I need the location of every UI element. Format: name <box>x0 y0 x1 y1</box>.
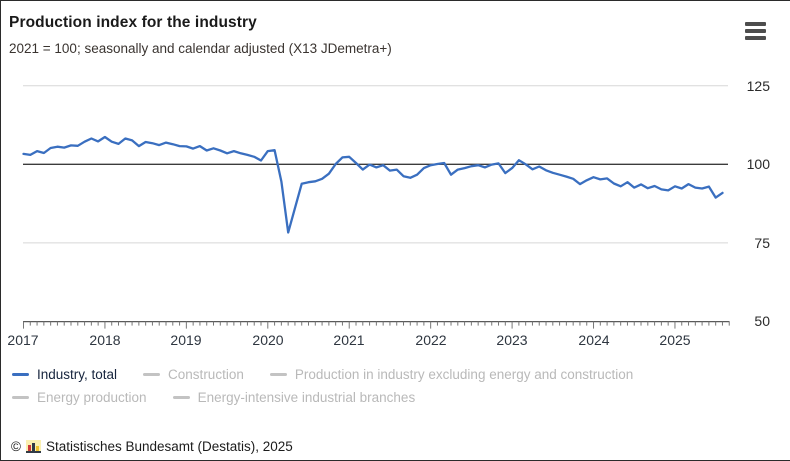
x-axis-label-2024: 2024 <box>578 332 610 348</box>
chart-menu-button[interactable] <box>745 22 767 40</box>
legend-item-production-in-industry-excluding-energy-and-construction[interactable]: Production in industry excluding energy … <box>269 367 634 382</box>
source-text: Statistisches Bundesamt (Destatis), 2025 <box>45 438 293 454</box>
x-axis-label-2019: 2019 <box>170 332 202 348</box>
destatis-logo-icon <box>25 439 41 453</box>
x-axis-label-2025: 2025 <box>659 332 691 348</box>
legend-dash-icon <box>12 395 29 400</box>
legend-item-label: Energy-intensive industrial branches <box>197 390 416 405</box>
source-footer: © Statistisches Bundesamt (Destatis), 20… <box>11 436 293 456</box>
x-axis-label-2022: 2022 <box>415 332 447 348</box>
legend-item-industry-total[interactable]: Industry, total <box>12 367 117 382</box>
y-axis-label-125: 125 <box>746 78 770 94</box>
chart-legend: Industry, total Construction Production in… <box>12 367 780 405</box>
x-axis-label-2018: 2018 <box>89 332 121 348</box>
copyright-symbol: © <box>11 438 21 454</box>
legend-item-label: Construction <box>168 367 244 382</box>
legend-item-label: Production in industry excluding energy … <box>294 367 634 382</box>
page-title: Production index for the industry <box>9 14 257 31</box>
legend-dash-icon <box>12 372 29 377</box>
y-axis-label-50: 50 <box>754 313 770 329</box>
chart-subtitle: 2021 = 100; seasonally and calendar adju… <box>9 41 392 56</box>
industry-total-line[interactable] <box>22 135 724 234</box>
legend-item-construction[interactable]: Construction <box>143 367 244 382</box>
legend-dash-icon <box>172 395 190 400</box>
x-axis-label-2021: 2021 <box>333 332 365 348</box>
y-axis-label-75: 75 <box>754 235 770 251</box>
legend-item-label: Energy production <box>37 390 147 405</box>
legend-dash-icon <box>269 372 287 377</box>
legend-dash-icon <box>143 372 161 377</box>
legend-item-label: Industry, total <box>37 367 118 382</box>
legend-item-energy-production[interactable]: Energy production <box>12 390 147 405</box>
x-axis-label-2020: 2020 <box>252 332 284 348</box>
x-axis-label-2017: 2017 <box>7 332 39 348</box>
x-axis-label-2023: 2023 <box>496 332 528 348</box>
legend-item-energy-intensive-industrial-branches[interactable]: Energy-intensive industrial branches <box>172 390 416 405</box>
y-axis-label-100: 100 <box>746 156 770 172</box>
